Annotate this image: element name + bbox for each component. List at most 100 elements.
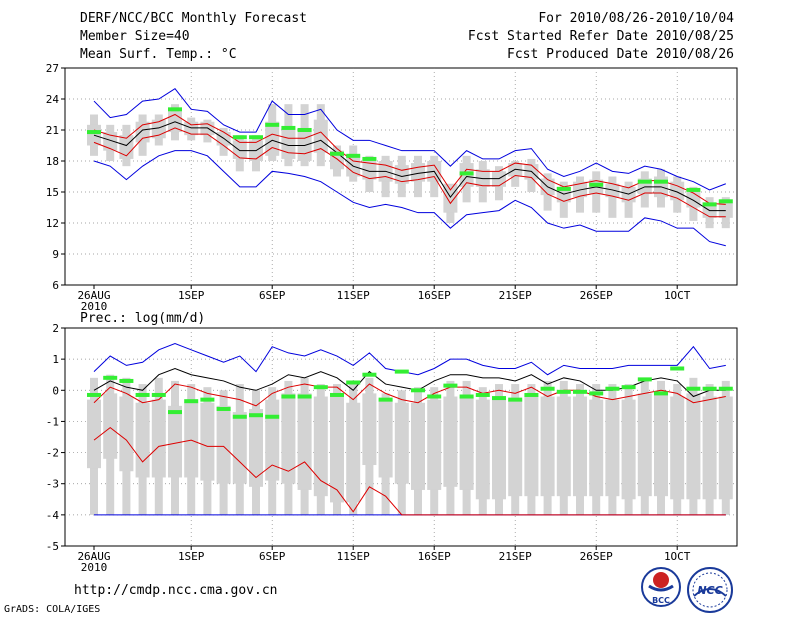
observed-marker — [362, 156, 377, 161]
x-tick-label: 26AUG — [77, 289, 110, 302]
box-body — [103, 393, 118, 459]
plot-frame — [64, 67, 738, 286]
box-body — [443, 183, 458, 213]
observed-marker — [589, 182, 604, 187]
variable-label: Mean Surf. Temp.: °C — [80, 47, 237, 62]
x-tick-label: 1OCT — [664, 550, 691, 563]
observed-marker — [103, 375, 118, 380]
box-body — [556, 396, 571, 497]
observed-marker — [556, 389, 571, 394]
x-year-label: 2010 — [81, 561, 108, 574]
box-body — [346, 402, 361, 503]
box-body — [232, 140, 247, 159]
box-body — [151, 399, 166, 478]
box-body — [718, 396, 733, 500]
observed-marker — [427, 394, 442, 399]
observed-marker — [605, 386, 620, 391]
observed-marker — [459, 394, 474, 399]
x-tick-label: 11SEP — [337, 550, 370, 563]
box-body — [281, 393, 296, 484]
box-body — [378, 399, 393, 478]
forecast-started: Fcst Started Refer Date 2010/08/25 — [467, 29, 734, 44]
observed-marker — [313, 385, 328, 390]
footer-url[interactable]: http://cmdp.ncc.cma.gov.cn — [74, 583, 278, 598]
box-body — [87, 399, 101, 469]
box-body — [103, 132, 118, 151]
box-body — [87, 124, 101, 146]
observed-marker — [362, 372, 377, 377]
x-year-label: 2010 — [81, 300, 108, 313]
observed-marker — [573, 389, 587, 394]
y-tick-label: 1 — [52, 353, 59, 366]
box-body — [443, 396, 458, 487]
ensemble-min-line — [93, 150, 726, 247]
observed-marker — [718, 386, 733, 391]
observed-marker — [249, 413, 263, 418]
observed-marker — [718, 199, 733, 204]
grads-credit: GrADS: COLA/IGES — [4, 604, 101, 615]
observed-marker — [297, 128, 312, 132]
box-body — [573, 181, 587, 198]
x-tick-label: 26SEP — [580, 550, 613, 563]
y-tick-label: 0 — [52, 384, 59, 397]
y-tick-label: 9 — [52, 248, 59, 261]
observed-marker — [168, 410, 182, 415]
precip-panel-title: Prec.: log(mm/d) — [80, 311, 205, 326]
ncc-logo: NCC — [687, 567, 733, 613]
observed-marker — [232, 414, 247, 419]
y-tick-label: 27 — [46, 62, 59, 75]
observed-marker — [265, 414, 280, 419]
panel-precipitation: -5 -4 -3 -2 -1 0 1 2 26AUG 1SEP 6SEP 11SEP 16SEP 21SE… — [46, 322, 738, 574]
box-body — [119, 135, 134, 159]
box-body — [265, 399, 280, 481]
y-tick-label: 6 — [52, 279, 59, 292]
observed-marker — [621, 385, 636, 390]
observed-marker — [702, 386, 717, 391]
x-tick-label: 6SEP — [259, 550, 286, 563]
ncc-logo-text: NCC — [697, 584, 722, 597]
box-body — [184, 121, 199, 136]
y-tick-label: 21 — [46, 124, 59, 137]
box-body — [459, 396, 474, 490]
member-size-label: Member Size=40 — [80, 29, 190, 44]
observed-marker — [184, 399, 199, 404]
y-tick-label: -5 — [46, 540, 59, 553]
observed-marker — [265, 122, 280, 127]
observed-marker — [686, 386, 701, 391]
observed-marker — [330, 392, 344, 397]
ensemble-max-line — [93, 343, 726, 376]
y-tick-label: 18 — [46, 155, 59, 168]
observed-marker — [151, 392, 166, 397]
y-tick-label: -2 — [46, 447, 59, 460]
box-body — [670, 396, 685, 500]
observed-marker — [654, 391, 668, 396]
box-body — [135, 402, 150, 478]
box-body — [621, 399, 636, 500]
observed-marker — [492, 396, 506, 401]
x-tick-label: 1OCT — [664, 289, 691, 302]
box-body — [605, 183, 620, 198]
observed-marker — [394, 369, 409, 374]
box-body — [362, 393, 377, 466]
box-body — [718, 202, 733, 218]
observed-marker — [508, 397, 523, 402]
x-tick-label: 26SEP — [580, 289, 613, 302]
observed-marker — [200, 397, 215, 402]
box-body — [492, 399, 506, 500]
y-tick-label: 24 — [46, 93, 60, 106]
observed-marker — [524, 392, 539, 397]
observed-marker — [87, 130, 101, 135]
observed-marker — [232, 135, 247, 140]
ensemble-mean-line — [93, 121, 726, 212]
box-body — [686, 393, 701, 500]
box-body — [313, 396, 328, 497]
spread-lower-line — [93, 427, 726, 516]
box-body — [637, 393, 652, 497]
observed-marker — [540, 386, 555, 391]
observed-marker — [443, 383, 458, 388]
box-body — [411, 402, 425, 490]
observed-marker — [168, 107, 182, 112]
box-body — [427, 399, 442, 490]
x-tick-label: 1SEP — [178, 550, 205, 563]
box-body — [670, 181, 685, 201]
